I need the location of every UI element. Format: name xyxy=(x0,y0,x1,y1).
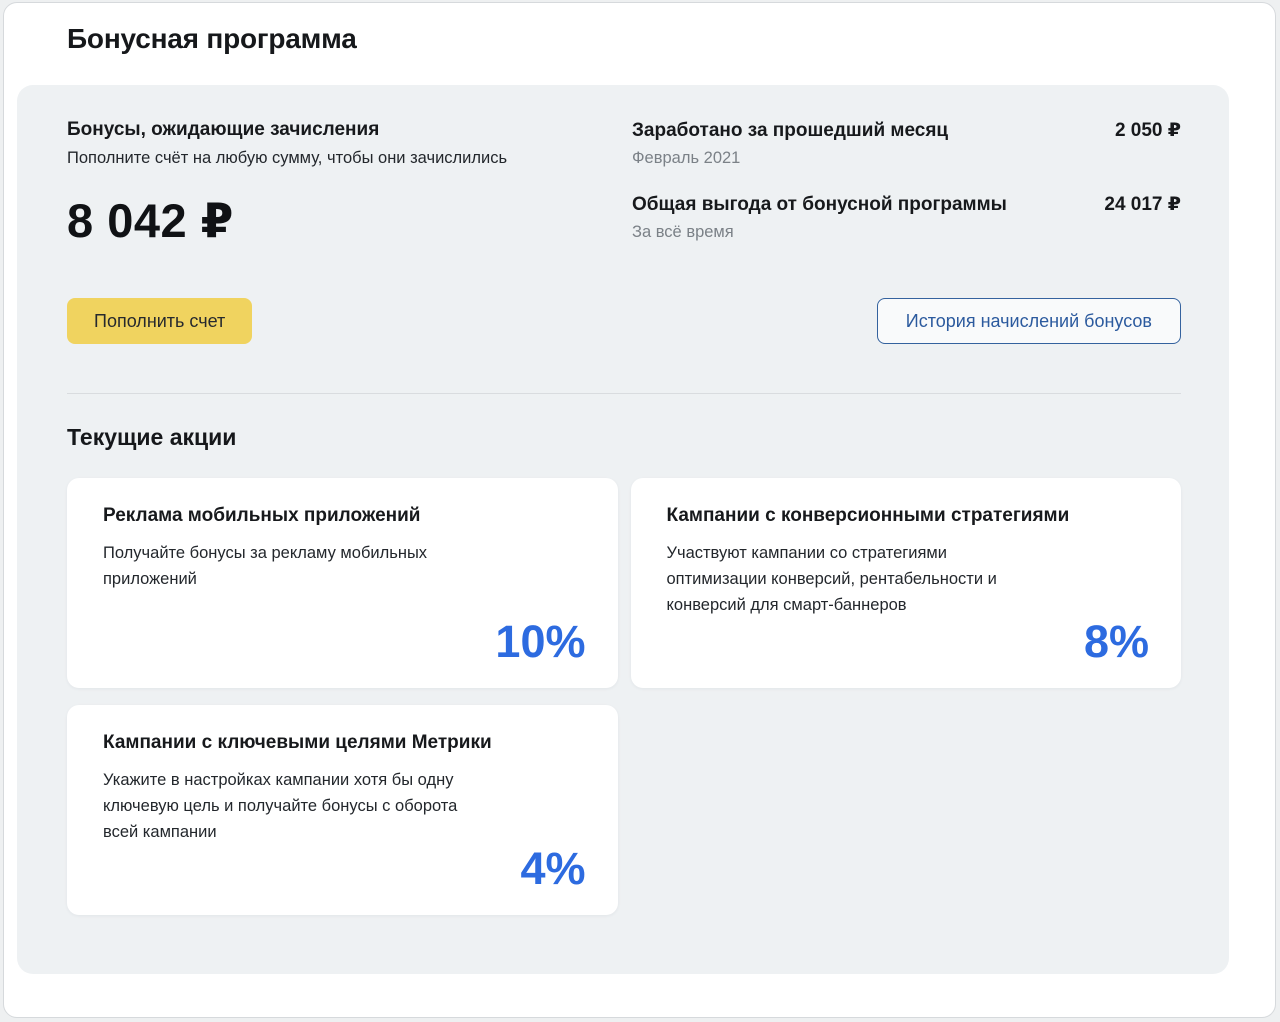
promo-card-description: Участвуют кампании со стратегиями оптими… xyxy=(666,544,997,614)
promo-card-percent: 8% xyxy=(1083,616,1149,667)
promo-card-title: Кампании с конверсионными стратегиями xyxy=(666,505,1070,526)
promo-card-mobile-apps: Реклама мобильных приложений Получайте б… xyxy=(67,478,618,688)
pending-bonuses-title: Бонусы, ожидающие зачисления xyxy=(67,119,380,140)
stat-row-total-benefit: Общая выгода от бонусной программы 24 01… xyxy=(632,193,1181,242)
promo-card-metrika-key-goals: Кампании с ключевыми целями Метрики Укаж… xyxy=(67,705,618,915)
topup-account-button[interactable]: Пополнить счет xyxy=(67,298,253,344)
stat-period-total-benefit: За всё время xyxy=(632,223,734,241)
pending-bonuses-subtitle: Пополните счёт на любую сумму, чтобы они… xyxy=(67,149,508,167)
promo-card-description: Укажите в настройках кампании хотя бы од… xyxy=(103,771,458,841)
actions-row: Пополнить счет История начислений бонусо… xyxy=(67,298,1181,344)
bonus-panel: Бонусы, ожидающие зачисления Пополните с… xyxy=(17,85,1229,974)
bonus-program-page: Бонусная программа Бонусы, ожидающие зач… xyxy=(3,2,1276,1018)
promo-card-title: Реклама мобильных приложений xyxy=(103,505,421,526)
current-promos-title: Текущие акции xyxy=(67,424,237,450)
stat-row-last-month: Заработано за прошедший месяц 2 050 ₽ Фе… xyxy=(632,119,1181,168)
stat-label-last-month: Заработано за прошедший месяц xyxy=(632,120,949,141)
promo-card-description: Получайте бонусы за рекламу мобильных пр… xyxy=(103,544,428,588)
promo-card-conversion-strategies: Кампании с конверсионными стратегиями Уч… xyxy=(630,478,1181,688)
stat-value-last-month: 2 050 ₽ xyxy=(1114,120,1181,141)
pending-bonuses-block: Бонусы, ожидающие зачисления Пополните с… xyxy=(67,119,507,248)
promo-cards-grid: Реклама мобильных приложений Получайте б… xyxy=(67,478,1181,915)
section-divider xyxy=(67,393,1181,394)
earnings-stats: Заработано за прошедший месяц 2 050 ₽ Фе… xyxy=(632,119,1181,248)
panel-top-section: Бонусы, ожидающие зачисления Пополните с… xyxy=(67,119,1181,248)
promo-card-percent: 10% xyxy=(495,616,586,667)
pending-bonuses-amount: 8 042 ₽ xyxy=(67,194,234,247)
page-title: Бонусная программа xyxy=(67,23,357,54)
promo-card-title: Кампании с ключевыми целями Метрики xyxy=(103,732,492,753)
stat-period-last-month: Февраль 2021 xyxy=(632,149,741,167)
stat-value-total-benefit: 24 017 ₽ xyxy=(1104,194,1181,215)
promo-card-percent: 4% xyxy=(520,843,586,894)
stat-label-total-benefit: Общая выгода от бонусной программы xyxy=(632,194,1007,215)
bonus-history-button[interactable]: История начислений бонусов xyxy=(876,298,1181,344)
